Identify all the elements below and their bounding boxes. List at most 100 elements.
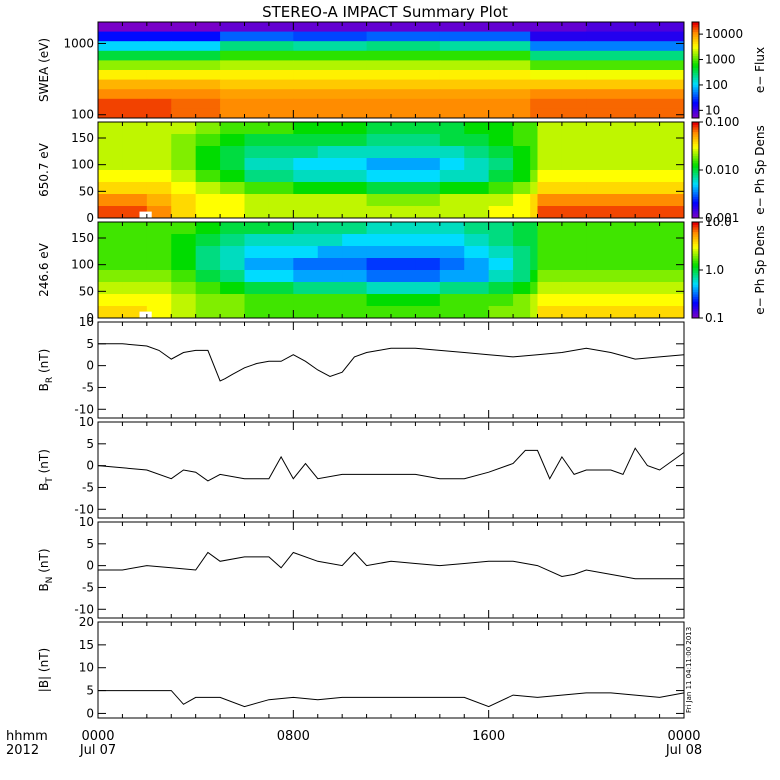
pad_246-cell bbox=[317, 222, 343, 235]
pad_246-cell bbox=[464, 270, 490, 283]
pad_246-cell bbox=[268, 222, 294, 235]
pad_246-colorbar-swatch bbox=[692, 308, 699, 312]
pad_650-cell bbox=[171, 146, 197, 159]
br-series-line bbox=[98, 343, 685, 382]
pad_650-cell bbox=[122, 194, 148, 207]
swea-cell bbox=[488, 89, 531, 100]
bn-ytick-label: -5 bbox=[82, 580, 94, 594]
swea-cell bbox=[439, 31, 490, 42]
pad_650-cell bbox=[366, 134, 392, 147]
pad_650-colorbar-swatch bbox=[692, 134, 699, 137]
pad_246-cell bbox=[415, 222, 441, 235]
pad_650-cell bbox=[537, 146, 563, 159]
swea-cell bbox=[530, 50, 587, 61]
swea-cell bbox=[530, 70, 587, 81]
swea-colorbar-tick-label: 10000 bbox=[705, 27, 743, 41]
swea-colorbar-tick-label: 10 bbox=[705, 103, 720, 117]
pad_246-cell bbox=[635, 282, 661, 295]
pad_246-cell bbox=[439, 246, 465, 259]
swea-cell bbox=[530, 98, 587, 109]
pad_246-colorbar-swatch bbox=[692, 238, 699, 242]
bmag-ytick-label: 20 bbox=[79, 615, 94, 629]
swea-cell bbox=[146, 41, 172, 52]
pad_246-cell bbox=[366, 270, 392, 283]
pad_246-colorbar-swatch bbox=[692, 279, 699, 283]
swea-colorbar-swatch bbox=[692, 70, 699, 73]
swea-colorbar-swatch bbox=[692, 110, 699, 114]
swea-cell bbox=[171, 98, 221, 109]
pad_650-colorbar-swatch bbox=[692, 203, 699, 207]
pad_650-colorbar-swatch bbox=[692, 186, 699, 190]
pad_650-cell bbox=[342, 158, 368, 171]
pad_246-colorbar-swatch bbox=[692, 255, 699, 259]
pad_246-cell bbox=[146, 270, 172, 283]
swea-cell bbox=[98, 22, 148, 33]
pad_246-cell bbox=[561, 234, 587, 247]
pad_650-cell bbox=[513, 194, 531, 207]
pad_246-cell bbox=[659, 294, 685, 307]
pad_246-colorbar-swatch bbox=[692, 306, 699, 309]
pad_650-cell bbox=[488, 146, 514, 159]
pad_246-cell bbox=[366, 306, 392, 319]
pad_246-cell bbox=[342, 270, 368, 283]
pad_650-cell bbox=[561, 122, 587, 135]
pad_246-cell bbox=[635, 234, 661, 247]
pad_246-cell bbox=[439, 282, 465, 295]
pad_246-cell bbox=[98, 258, 123, 271]
swea-colorbar-swatch bbox=[692, 60, 699, 64]
pad_650-cell bbox=[586, 194, 612, 207]
pad_650-cell bbox=[391, 170, 416, 183]
pad_650-colorbar-swatch bbox=[692, 196, 699, 200]
pad_246-cell bbox=[659, 246, 685, 259]
pad_650-cell bbox=[415, 182, 441, 195]
pad_246-colorbar-swatch bbox=[692, 226, 699, 230]
pad_650-cell bbox=[220, 206, 245, 219]
pad_246-cell bbox=[342, 222, 368, 235]
pad_650-colorbar-tick-label: 0.010 bbox=[705, 163, 739, 177]
pad_650-colorbar-swatch bbox=[692, 189, 699, 193]
pad_246-cell bbox=[293, 258, 319, 271]
swea-cell bbox=[220, 50, 294, 61]
bmag-ylabel: |B| (nT) bbox=[37, 648, 51, 692]
pad_650-cell bbox=[293, 206, 319, 219]
pad_650-cell bbox=[513, 158, 531, 171]
pad_650-cell bbox=[488, 134, 514, 147]
pad_246-cell bbox=[122, 270, 148, 283]
pad_650-cell bbox=[530, 146, 538, 159]
pad_246-colorbar-swatch bbox=[692, 246, 699, 249]
pad_246-cell bbox=[610, 234, 636, 247]
pad_650-cell bbox=[513, 182, 531, 195]
swea-cell bbox=[530, 22, 587, 33]
bt-ytick-label: 0 bbox=[86, 459, 94, 473]
pad_650-cell bbox=[561, 158, 587, 171]
pad_650-colorbar-swatch bbox=[692, 124, 699, 128]
pad_650-cell bbox=[464, 146, 490, 159]
swea-cell bbox=[293, 60, 368, 71]
pad_246-cell bbox=[439, 270, 465, 283]
swea-cell bbox=[171, 50, 221, 61]
swea-cell bbox=[293, 98, 368, 109]
pad_650-cell bbox=[659, 206, 685, 219]
pad_246-colorbar-swatch bbox=[692, 243, 699, 247]
pad_246-cell bbox=[146, 246, 172, 259]
pad_246-cell bbox=[561, 246, 587, 259]
pad_246-cell bbox=[122, 222, 148, 235]
pad_650-cell bbox=[146, 170, 172, 183]
pad_246-cell bbox=[244, 222, 270, 235]
pad_246-colorbar-swatch bbox=[692, 274, 699, 278]
pad_650-cell bbox=[342, 122, 368, 135]
pad_650-cell bbox=[195, 182, 221, 195]
pad_650-cell bbox=[586, 158, 612, 171]
swea-colorbar-swatch bbox=[692, 22, 699, 25]
pad_650-colorbar-swatch bbox=[692, 165, 699, 169]
swea-cell bbox=[439, 108, 490, 119]
pad_650-cell bbox=[530, 158, 538, 171]
swea-colorbar-swatch bbox=[692, 46, 699, 49]
pad_650-cell bbox=[537, 158, 563, 171]
swea-cell bbox=[366, 22, 441, 33]
pad_246-cell bbox=[171, 306, 197, 319]
pad_246-colorbar-swatch bbox=[692, 267, 699, 271]
swea-cell bbox=[586, 79, 685, 90]
pad_246-cell bbox=[195, 222, 221, 235]
swea-colorbar-swatch bbox=[692, 67, 699, 71]
